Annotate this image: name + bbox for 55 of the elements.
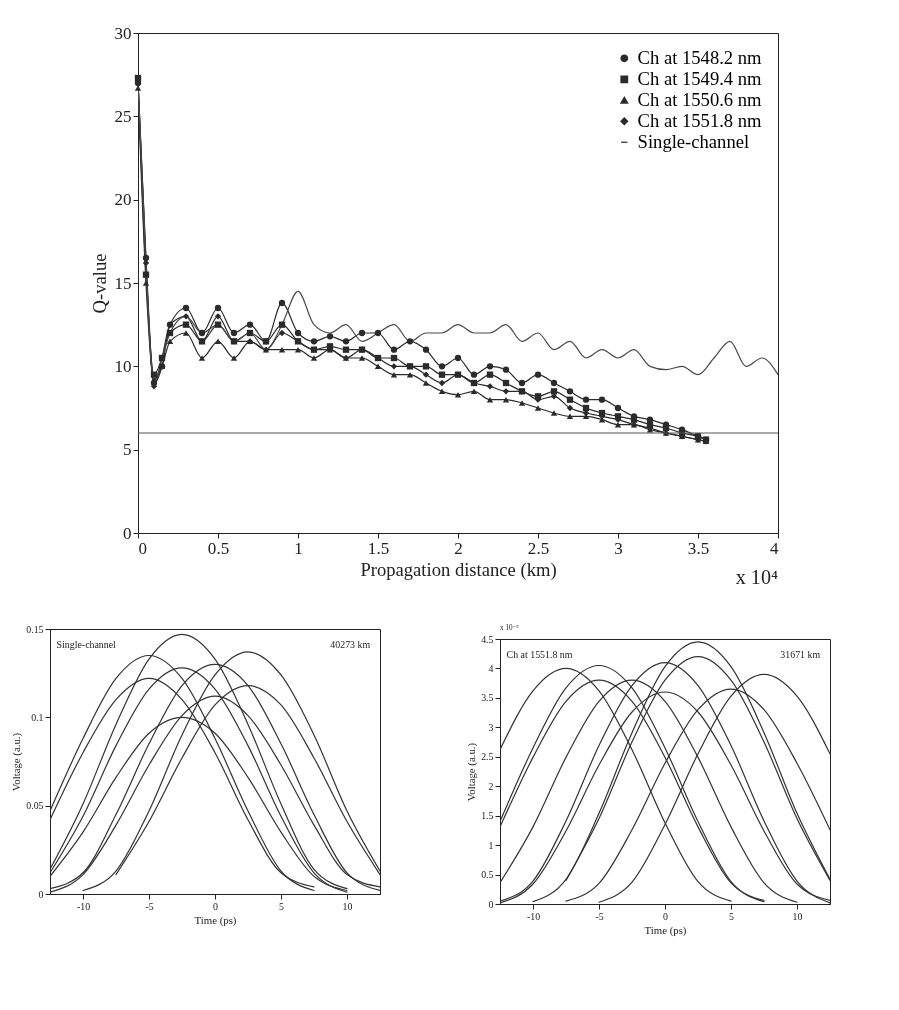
- y-tick-label: 0.15: [26, 623, 44, 635]
- x-tick-label: 0: [138, 538, 148, 558]
- x-tick-label: 5: [729, 910, 735, 922]
- x-tick-label: 2.5: [527, 538, 550, 558]
- y-axis-title: Voltage (a.u.): [10, 732, 24, 792]
- y-tick-label: 3: [488, 721, 494, 733]
- legend-label: Ch at 1550.6 nm: [637, 89, 763, 111]
- x-tick-label: 1.5: [367, 538, 390, 558]
- x-tick-label: 0: [213, 900, 219, 912]
- x-axis-title: Time (ps): [644, 924, 687, 938]
- y-tick-label: 0: [122, 523, 132, 543]
- legend-label: Ch at 1548.2 nm: [637, 47, 763, 69]
- x-tick-label: -10: [76, 900, 91, 912]
- y-tick-label: 0.5: [481, 869, 494, 881]
- legend-label: Single-channel: [637, 131, 750, 153]
- y-tick-label: 20: [114, 190, 132, 210]
- x-tick-label: -5: [145, 900, 154, 912]
- y-axis-title: Q-value: [89, 253, 111, 314]
- x-tick-label: 4: [769, 538, 779, 558]
- y-tick-label: 1: [488, 839, 494, 851]
- y-tick-label: 25: [114, 106, 132, 126]
- y-axis-title: Voltage (a.u.): [465, 742, 479, 802]
- x-tick-label: -5: [595, 910, 604, 922]
- text: x 10⁴: [735, 566, 778, 588]
- y-tick-label: 1.5: [481, 810, 494, 822]
- x-tick-label: 3: [614, 538, 623, 558]
- x-tick-label: 1: [294, 538, 303, 558]
- y-tick-label: 4.5: [481, 633, 494, 645]
- x-axis-title: Time (ps): [194, 914, 237, 928]
- x-axis-title: Propagation distance (km): [360, 558, 557, 581]
- x-tick-label: -10: [526, 910, 541, 922]
- x-tick-label: 10: [792, 910, 803, 922]
- y-tick-label: 0.05: [26, 800, 44, 812]
- x-tick-label: 2: [454, 538, 463, 558]
- y-tick-label: 2.5: [481, 751, 494, 763]
- x-tick-label: 10: [342, 900, 353, 912]
- y-tick-label: 0: [38, 888, 44, 900]
- x-tick-label: 0: [663, 910, 669, 922]
- y-tick-label: 5: [122, 440, 132, 460]
- legend-label: Ch at 1551.8 nm: [637, 110, 763, 132]
- y-tick-label: 4: [488, 662, 494, 674]
- y-tick-label: 0.1: [31, 711, 44, 723]
- y-tick-label: 2: [488, 780, 494, 792]
- x-tick-label: 3.5: [687, 538, 710, 558]
- x-tick-label: 5: [279, 900, 285, 912]
- annotation: Single-channel: [56, 638, 117, 650]
- y-tick-label: 15: [114, 273, 132, 293]
- annotation: 40273 km: [330, 638, 371, 650]
- annotation: 31671 km: [780, 648, 821, 660]
- y-tick-label: 3.5: [481, 692, 494, 704]
- x-tick-label: 0.5: [207, 538, 230, 558]
- annotation: Ch at 1551.8 nm: [506, 648, 573, 660]
- y-tick-label: 30: [114, 23, 132, 43]
- y-tick-label: 10: [114, 356, 132, 376]
- legend-label: Ch at 1549.4 nm: [637, 68, 763, 90]
